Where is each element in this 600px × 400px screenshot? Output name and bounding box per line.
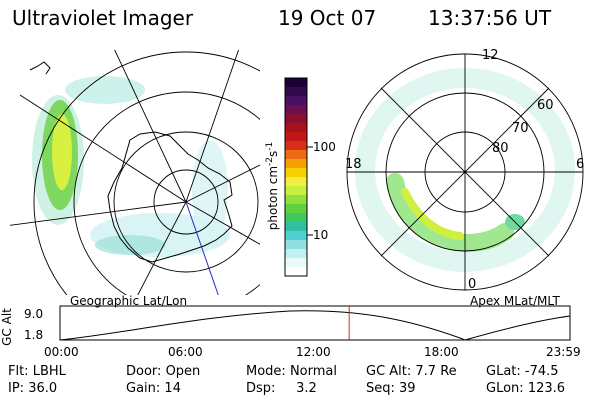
colorbar (284, 77, 313, 277)
status-glat: GLat: -74.5 (486, 364, 559, 379)
altitude-curve (59, 310, 571, 341)
status-seq: Seq: 39 (366, 381, 416, 396)
status-gain: Gain: 14 (126, 381, 181, 396)
time-tick-1800: 18:00 (424, 345, 459, 359)
status-dsp: Dsp: 3.2 (246, 381, 317, 396)
status-gc-alt: GC Alt: 7.7 Re (366, 364, 457, 379)
mlt-label-dawn: 6 (576, 157, 585, 172)
status-door: Door: Open (126, 364, 201, 379)
colorbar-stripe (285, 249, 307, 259)
colorbar-stripe (285, 258, 307, 268)
imager-title: Ultraviolet Imager (12, 6, 194, 30)
mlat-label-60: 60 (537, 98, 554, 113)
colorbar-stripe (285, 105, 307, 115)
colorbar-stripe (285, 204, 307, 214)
colorbar-stripe (285, 168, 307, 178)
colorbar-stripe (285, 267, 307, 277)
image-time: 13:37:56 UT (428, 6, 552, 30)
status-mode: Mode: Normal (246, 364, 337, 379)
colorbar-stripe (285, 141, 307, 151)
colorbar-stripe (285, 96, 307, 106)
colorbar-stripe (285, 213, 307, 223)
time-tick-0000: 00:00 (44, 345, 79, 359)
colorbar-unit-label: photon cm-2s-1 (265, 141, 280, 231)
gc-alt-axis-label: GC Alt (0, 308, 14, 346)
time-tick-2359: 23:59 (546, 345, 581, 359)
colorbar-stripe (285, 231, 307, 241)
alt-tick-low: 1.8 (24, 328, 44, 342)
apex-panel-label: Apex MLat/MLT (470, 294, 560, 308)
mlt-lines (347, 54, 583, 290)
colorbar-stripe (285, 132, 307, 142)
status-filter: Flt: LBHL (8, 364, 66, 379)
colorbar-tick-100: 100 (313, 140, 336, 154)
mlat-label-70: 70 (512, 121, 529, 136)
geographic-map-panel (10, 50, 260, 295)
alt-tick-high: 9.0 (24, 307, 44, 321)
colorbar-tick-10: 10 (313, 228, 329, 242)
mlt-label-dusk: 18 (345, 157, 362, 172)
colorbar-stripe (285, 222, 307, 232)
colorbar-stripe (285, 195, 307, 205)
image-date: 19 Oct 07 (278, 6, 377, 30)
status-glon: GLon: 123.6 (486, 381, 566, 396)
colorbar-stripe (285, 240, 307, 250)
time-tick-1200: 12:00 (296, 345, 331, 359)
mlt-label-midnight: 0 (468, 277, 477, 292)
colorbar-stripe (285, 186, 307, 196)
latitude-circles (33, 51, 260, 295)
mlat-label-80: 80 (492, 141, 509, 156)
altitude-strip-plot (59, 305, 571, 341)
colorbar-stripe (285, 114, 307, 124)
colorbar-stripe (285, 123, 307, 133)
geographic-panel-label: Geographic Lat/Lon (70, 294, 188, 308)
time-tick-0600: 06:00 (168, 345, 203, 359)
mlt-label-noon: 12 (482, 48, 499, 63)
continent-outline (107, 131, 233, 263)
colorbar-stripe (285, 87, 307, 97)
apex-mlat-mlt-panel (346, 53, 584, 291)
status-ip: IP: 36.0 (8, 381, 58, 396)
colorbar-stripe (285, 159, 307, 169)
colorbar-stripe (285, 177, 307, 187)
colorbar-stripe (285, 150, 307, 160)
colorbar-stripe (285, 78, 307, 88)
